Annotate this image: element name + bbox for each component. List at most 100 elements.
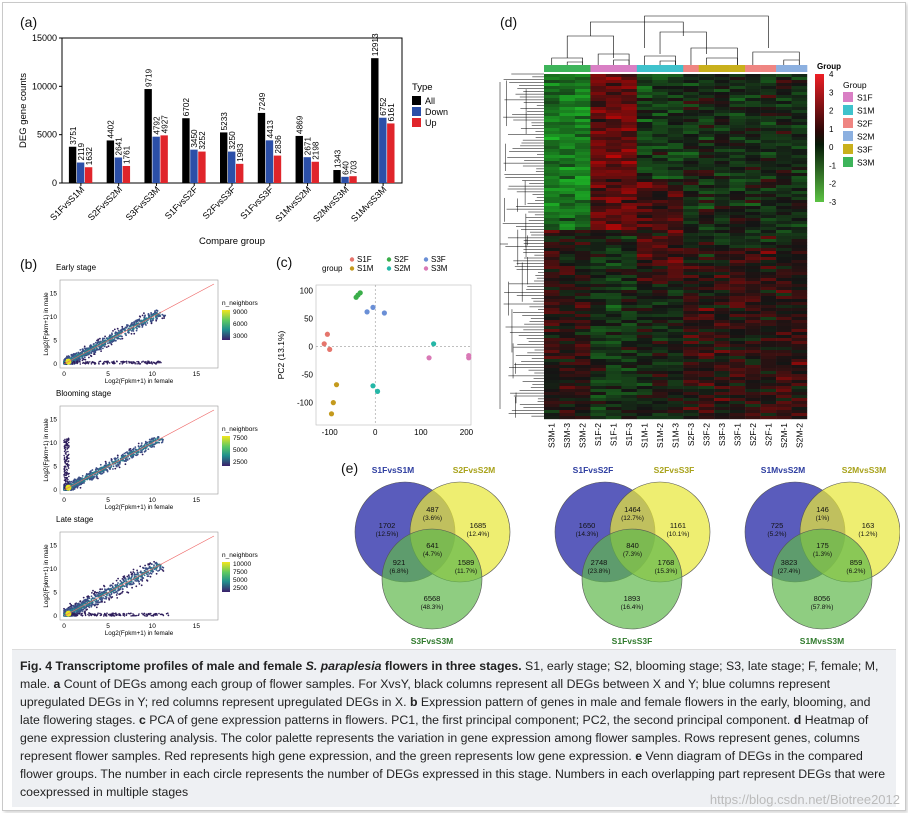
venn-diagram: S1FvsS1M S2FvsS2MS3FvsS3M1702(12.5%)1685(…	[354, 465, 511, 646]
legend-label-s1f: S1F	[357, 255, 372, 264]
data-label: 3250	[228, 131, 237, 150]
y-tick-label: 100	[300, 287, 314, 296]
bar-up	[198, 151, 206, 183]
legend-value: 5000	[233, 577, 248, 584]
group-bar-cell	[714, 65, 730, 72]
pca-point-s1f	[321, 341, 327, 347]
group-bar-cell	[636, 65, 653, 72]
caption-text-c: PCA of gene expression patterns in flowe…	[145, 713, 794, 727]
pca-point-s3m	[466, 352, 472, 359]
legend-swatch-up	[412, 118, 421, 127]
y-axis-label: Log2(Fpkm+1) in male	[43, 418, 50, 482]
subplot-title: Early stage	[56, 263, 97, 272]
x-tick-label: S1FvsS3F	[238, 184, 275, 221]
x-tick-label: 0	[373, 428, 378, 437]
density-scatter-plots: Early stage 0 5 10 15 0 5 10 15 Log2(Fpkm+1) in f…	[43, 263, 259, 637]
pca-point-s3f	[381, 310, 387, 316]
data-label: 640	[341, 161, 350, 175]
group-legend-label: S2M	[857, 132, 874, 142]
bar-down	[265, 140, 274, 183]
legend-dot-s1f	[349, 257, 355, 262]
color-scale-label: 0	[829, 143, 834, 152]
bar-down	[379, 117, 387, 183]
venn-diagrams: S1FvsS1M S2FvsS2MS3FvsS3M1702(12.5%)1685(…	[354, 465, 900, 646]
column-label: S2F-1	[763, 423, 773, 446]
data-label: 6752	[379, 97, 388, 116]
y-tick-label: 15	[50, 542, 58, 549]
venn-percent-b: (10.1%)	[667, 531, 690, 538]
y-axis-label: DEG gene counts	[18, 73, 29, 148]
bar-up	[349, 176, 357, 183]
bar-down	[341, 176, 349, 183]
column-label: S2M-1	[779, 423, 789, 448]
group-legend-swatch	[843, 92, 853, 102]
y-tick-label: 10	[50, 314, 58, 321]
caption-tag-c: c	[138, 713, 146, 727]
group-bar-cell	[791, 65, 808, 72]
y-tick-label: 15	[50, 290, 58, 297]
x-axis-label: Log2(Fpkm+1) in female	[105, 504, 174, 511]
pca-point-s1m	[328, 411, 335, 417]
x-axis-label: Compare group	[199, 236, 265, 247]
venn-label-c: S1MvsS3M	[800, 636, 844, 646]
legend-label-s3m: S3M	[431, 264, 448, 273]
bar-up	[273, 155, 282, 183]
x-tick-label: S2MvsS3M	[311, 184, 351, 224]
venn-percent-abc: (4.7%)	[423, 551, 442, 558]
x-tick-label: 0	[62, 371, 66, 378]
venn-label-a: S1FvsS1M	[372, 465, 415, 475]
legend-dot-s3f	[423, 257, 429, 262]
data-label: 4413	[266, 120, 275, 139]
column-label: S3F-2	[701, 423, 711, 446]
column-label: S1F-1	[609, 423, 619, 446]
pca-point-s1f	[324, 331, 330, 337]
x-tick-label: S1FvsS1M	[48, 184, 86, 222]
pca-point-s2m	[370, 383, 376, 389]
column-label: S3M-1	[547, 423, 557, 448]
bar-up	[84, 167, 93, 183]
data-label: 6702	[182, 98, 191, 117]
bar-up	[122, 165, 131, 183]
caption-tag-a: a	[53, 677, 61, 691]
venn-percent-b: (12.4%)	[467, 531, 490, 538]
legend-value: 5000	[233, 447, 248, 454]
caption-species: S. paraplesia	[305, 659, 382, 673]
y-axis-label: Log2(Fpkm+1) in male	[43, 544, 50, 608]
x-tick-label: 10	[149, 497, 157, 504]
panel-label-d: (d)	[500, 14, 518, 30]
color-scale-label: -2	[829, 180, 837, 189]
pca-point-s1m	[333, 382, 340, 388]
legend-dot-s3m	[423, 266, 429, 271]
venn-percent-bc: (6.2%)	[846, 568, 865, 575]
caption-tag-b: b	[409, 695, 418, 709]
venn-circle-c	[381, 528, 483, 630]
x-tick-label: 0	[62, 497, 66, 504]
legend-colorbar	[222, 436, 230, 466]
y-tick-label: 0	[53, 487, 57, 494]
column-label: S3M-2	[578, 423, 588, 448]
bar-all	[182, 118, 190, 183]
color-scale-label: 1	[829, 125, 834, 134]
y-tick-label: 0	[309, 343, 314, 352]
venn-count-abc: 175	[816, 541, 829, 550]
data-label: 12913	[371, 33, 380, 56]
bar-all	[295, 135, 303, 183]
legend-swatch-all	[412, 96, 421, 105]
group-bar-cell	[559, 65, 576, 72]
group-bar-cell	[667, 65, 684, 72]
data-label: 3450	[190, 129, 199, 148]
group-bar-cell	[729, 65, 746, 72]
diagonal-line	[63, 409, 215, 491]
legend-value: 2500	[233, 585, 248, 592]
x-tick-label: 10	[149, 623, 157, 630]
legend-label-up: Up	[425, 118, 437, 128]
color-scale-label: 3	[829, 88, 834, 97]
x-tick-label: 0	[62, 623, 66, 630]
data-label: 2641	[115, 137, 124, 156]
legend-label-all: All	[425, 96, 435, 106]
group-bar-cell	[698, 65, 715, 72]
column-dendrogram	[551, 15, 800, 66]
column-label: S2M-2	[794, 423, 804, 448]
group-legend-title: Group	[843, 80, 867, 90]
legend-value: 10000	[233, 561, 251, 568]
